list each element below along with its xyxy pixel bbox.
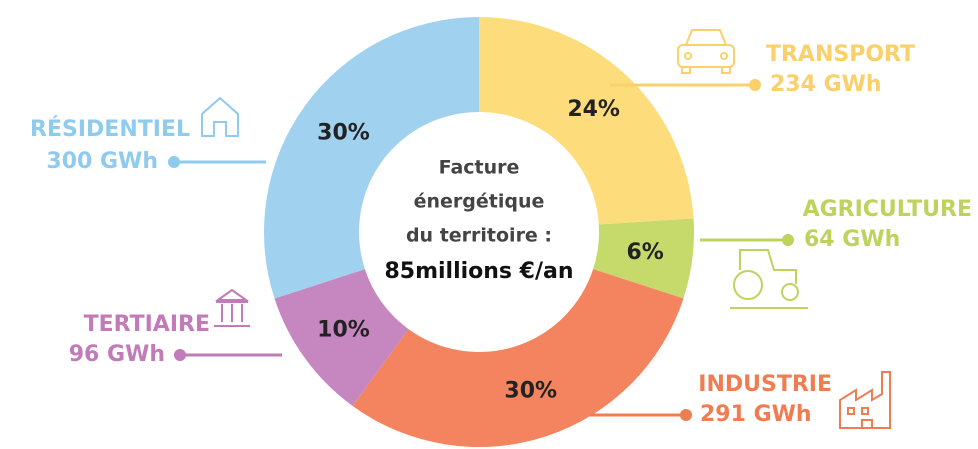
energy-label: 300 GWh	[46, 149, 158, 174]
category-label: INDUSTRIE	[698, 372, 832, 397]
slice-label: 30%	[504, 378, 557, 403]
center-text: énergétique	[414, 191, 545, 213]
leader-dot	[174, 349, 186, 361]
leader-dot	[749, 79, 761, 91]
energy-label: 96 GWh	[69, 342, 165, 367]
bank-icon	[214, 288, 250, 327]
energy-label: 64 GWh	[804, 227, 900, 252]
category-label: TERTIAIRE	[84, 312, 210, 337]
slice	[352, 269, 684, 448]
center-text: du territoire :	[406, 225, 552, 247]
factory-icon	[839, 371, 891, 429]
house-icon	[201, 96, 239, 137]
slice-label: 6%	[626, 240, 663, 265]
car-icon	[677, 29, 735, 74]
leader-dot	[168, 156, 180, 168]
center-text: Facture	[439, 157, 520, 179]
category-label: TRANSPORT	[766, 42, 915, 67]
slice-label: 10%	[317, 317, 370, 342]
icons	[201, 29, 891, 429]
center-value: 85millions €/an	[384, 259, 573, 284]
category-label: AGRICULTURE	[803, 197, 972, 222]
slice-label: 30%	[317, 121, 370, 146]
slice	[264, 17, 479, 299]
leader-dot	[782, 234, 794, 246]
slice	[593, 218, 694, 299]
slice	[479, 17, 694, 225]
category-label: RÉSIDENTIEL	[30, 116, 190, 142]
leader-dot	[680, 409, 692, 421]
tractor-icon	[730, 249, 808, 309]
slice	[274, 269, 409, 406]
energy-label: 291 GWh	[700, 402, 812, 427]
energy-label: 234 GWh	[770, 72, 882, 97]
slice-label: 24%	[567, 97, 620, 122]
